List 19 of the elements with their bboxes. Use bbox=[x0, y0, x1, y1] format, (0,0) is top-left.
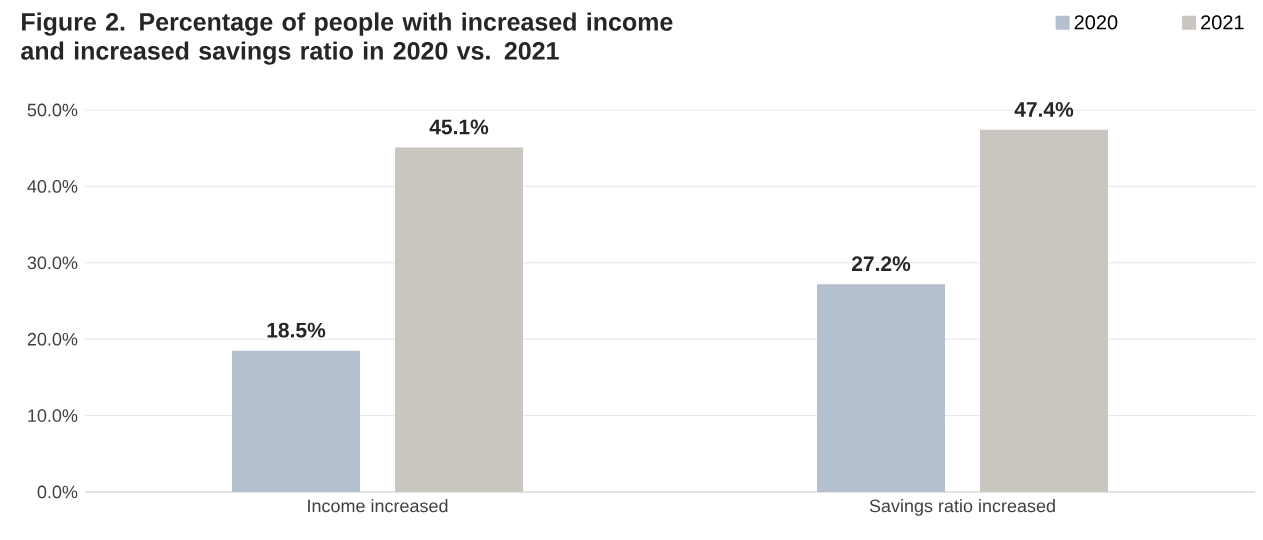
x-tick-label: Savings ratio increased bbox=[869, 499, 1055, 516]
legend-label: 2020 bbox=[1074, 15, 1118, 30]
bar bbox=[817, 284, 945, 492]
data-label: 18.5% bbox=[267, 322, 326, 338]
y-tick-label: 0.0% bbox=[37, 485, 78, 499]
y-tick-label: 20.0% bbox=[27, 332, 78, 346]
y-tick-label: 30.0% bbox=[27, 256, 78, 270]
legend-label: 2021 bbox=[1201, 15, 1244, 30]
bar bbox=[232, 350, 361, 492]
bar bbox=[395, 147, 523, 492]
bar bbox=[980, 129, 1108, 492]
chart-title: Figure 2. Percentage of people with increased income and increased savings ratio in 2020 vs. 2021 bbox=[21, 12, 673, 65]
y-tick-label: 40.0% bbox=[27, 180, 78, 193]
data-label: 47.4% bbox=[1014, 102, 1074, 117]
x-tick-label: Income increased bbox=[308, 499, 448, 513]
y-tick-label: 50.0% bbox=[27, 103, 78, 117]
y-tick-label: 10.0% bbox=[28, 409, 78, 422]
data-label: 45.1% bbox=[429, 119, 489, 135]
data-label: 27.2% bbox=[851, 256, 911, 272]
